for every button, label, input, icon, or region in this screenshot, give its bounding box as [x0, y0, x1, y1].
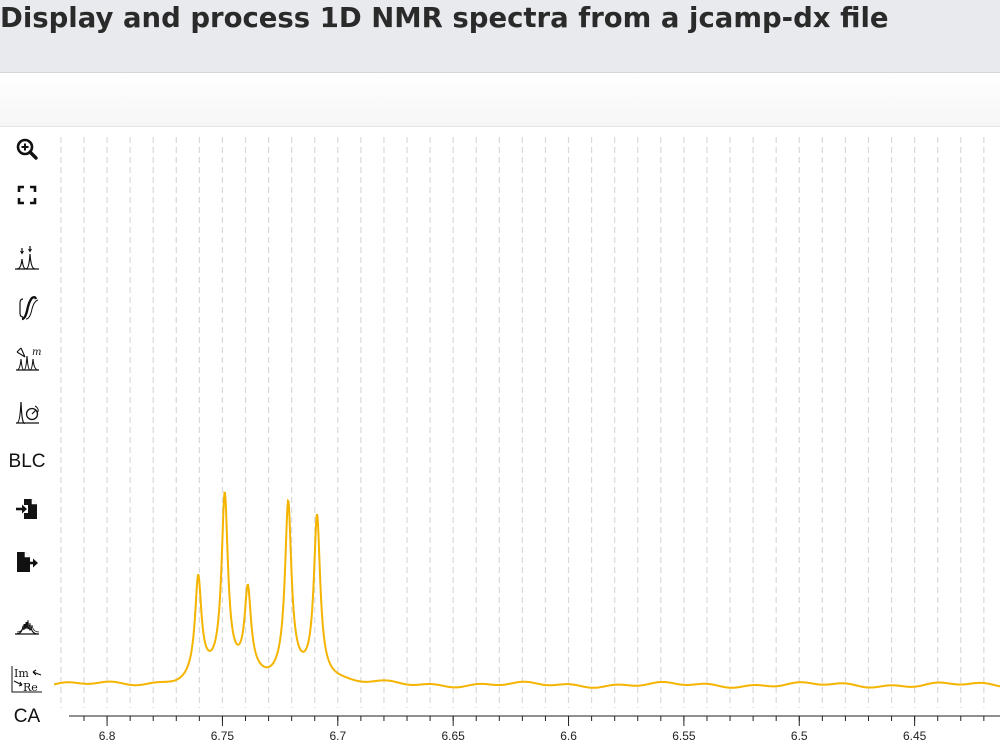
blc-label: BLC	[8, 451, 46, 472]
x-tick-label: 6.6	[560, 729, 577, 743]
integral-button[interactable]	[4, 290, 50, 326]
multiplet-analysis-button[interactable]: m	[4, 341, 50, 377]
x-tick-label: 6.5	[791, 729, 808, 743]
svg-text:Re: Re	[23, 681, 38, 694]
x-tick-label: 6.7	[329, 729, 346, 743]
real-imaginary-icon: Im Re	[10, 664, 44, 694]
page-title: Display and process 1D NMR spectra from …	[0, 2, 889, 34]
baseline-correction-button[interactable]: BLC	[4, 444, 50, 480]
x-tick-label: 6.55	[672, 729, 696, 743]
svg-text:m: m	[32, 347, 41, 358]
top-toolbar	[0, 73, 1000, 127]
phase-correction-button[interactable]	[4, 395, 50, 431]
spectrum-line	[54, 491, 1000, 689]
export-icon	[14, 549, 40, 575]
zoom-in-icon	[15, 137, 39, 161]
fullscreen-icon	[16, 184, 38, 206]
tool-sidebar: m BLC	[0, 127, 54, 748]
spectrum-plot[interactable]: 6.8 6.75 6.7 6.65 6.6 6.55 6.5 6.45	[54, 127, 1000, 748]
peak-picking-button[interactable]	[4, 241, 50, 277]
peak-picking-icon	[12, 244, 42, 274]
x-tick-label: 6.45	[903, 729, 927, 743]
integral-icon	[12, 293, 42, 323]
full-view-button[interactable]	[4, 177, 50, 213]
x-tick-label: 6.8	[99, 729, 116, 743]
multiplet-icon: m	[12, 344, 42, 374]
ca-button[interactable]: CA	[4, 699, 50, 735]
real-imaginary-button[interactable]: Im Re	[4, 661, 50, 697]
x-tick-label: 6.75	[211, 729, 235, 743]
import-icon	[14, 496, 40, 522]
import-button[interactable]	[4, 491, 50, 527]
spectra-stack-button[interactable]	[4, 607, 50, 643]
spectra-stack-icon	[12, 612, 42, 638]
zoom-tool-button[interactable]	[4, 131, 50, 167]
phase-correction-icon	[12, 398, 42, 428]
x-tick-label: 6.65	[441, 729, 465, 743]
header-bar: Display and process 1D NMR spectra from …	[0, 0, 1000, 73]
export-button[interactable]	[4, 544, 50, 580]
ca-label: CA	[13, 706, 41, 727]
svg-text:Im: Im	[14, 667, 29, 680]
